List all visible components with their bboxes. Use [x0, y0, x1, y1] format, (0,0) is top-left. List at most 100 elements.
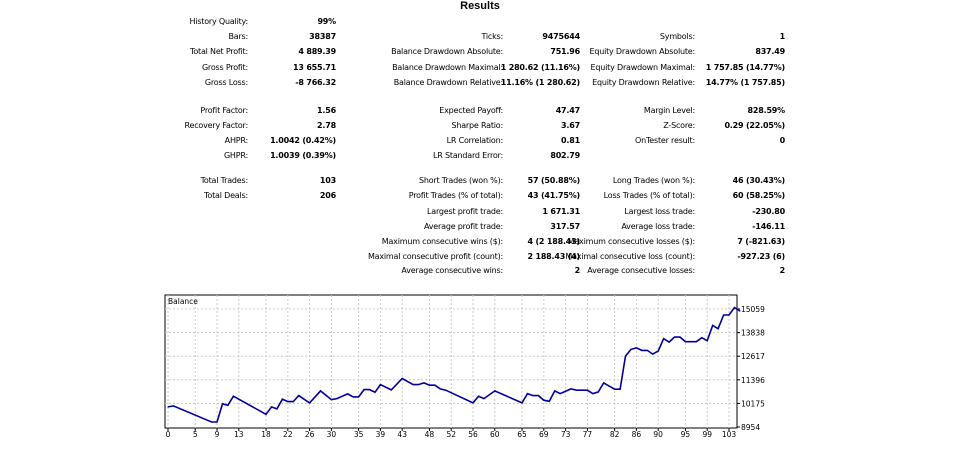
stat-label: Short Trades (won %):	[418, 176, 503, 185]
balance-point	[624, 355, 627, 357]
balance-point	[646, 349, 648, 352]
x-tick-label: 103	[722, 430, 737, 439]
balance-point	[352, 396, 354, 398]
balance-point	[679, 336, 681, 338]
stat-value: 47.47	[555, 106, 581, 115]
balance-point	[668, 341, 670, 343]
x-tick-label: 22	[283, 430, 293, 439]
stat-label: Average consecutive losses:	[587, 266, 695, 275]
stat-label: Sharpe Ratio:	[451, 121, 503, 130]
balance-point	[570, 388, 572, 390]
stat-value: 11.16% (1 280.62)	[500, 78, 580, 87]
balance-point	[657, 350, 659, 352]
balance-point	[210, 421, 213, 423]
x-tick-label: 99	[702, 430, 712, 439]
stat-value: 2 188.43 (4)	[527, 252, 581, 261]
stat-value: -8 766.32	[295, 78, 336, 87]
stat-value: 1 757.85 (14.77%)	[705, 63, 785, 72]
balance-point	[728, 314, 730, 316]
balance-point	[673, 336, 676, 338]
stat-value: 1	[779, 32, 786, 41]
balance-point	[630, 348, 632, 351]
balance-point	[483, 397, 485, 400]
stat-label: Average loss trade:	[621, 222, 695, 231]
stat-label: Balance Drawdown Absolute:	[391, 47, 503, 56]
balance-point	[265, 413, 267, 415]
results-title: Results	[460, 0, 500, 12]
balance-point	[701, 337, 703, 339]
balance-point	[434, 384, 436, 386]
balance-point	[477, 395, 480, 397]
stat-value: 2	[574, 266, 581, 275]
balance-point	[330, 398, 332, 401]
balance-point	[281, 398, 283, 400]
x-tick-label: 18	[261, 430, 271, 439]
balance-point	[592, 392, 594, 395]
balance-point	[401, 377, 403, 380]
x-tick-label: 77	[583, 430, 593, 439]
balance-point	[172, 405, 175, 407]
balance-point	[635, 347, 638, 349]
stat-label: Total Trades:	[200, 176, 249, 185]
balance-point	[526, 392, 529, 395]
stat-value: 1.56	[317, 106, 336, 115]
balance-point	[363, 388, 365, 391]
x-tick-label: 0	[166, 430, 171, 439]
stat-value: 1 671.31	[542, 207, 580, 216]
stat-value: 46 (30.43%)	[732, 176, 786, 185]
balance-point	[641, 349, 643, 352]
balance-point	[270, 406, 273, 408]
stat-label: Recovery Factor:	[184, 121, 249, 130]
x-tick-label: 86	[632, 430, 642, 439]
chart-frame	[164, 294, 738, 429]
balance-point	[319, 390, 322, 392]
y-tick-label: 8954	[741, 423, 760, 432]
balance-point	[652, 353, 654, 355]
stat-value: 9475644	[542, 32, 580, 41]
stat-value: 57 (50.88%)	[527, 176, 581, 185]
x-tick-label: 9	[215, 430, 220, 439]
balance-point	[663, 338, 665, 340]
stat-value: 99%	[317, 17, 336, 26]
stat-value: 0.81	[561, 136, 580, 145]
stat-value: -146.11	[752, 222, 785, 231]
stat-label: Average consecutive wins:	[401, 266, 503, 275]
stat-value: 2	[779, 266, 786, 275]
stat-value: -927.23 (6)	[737, 252, 785, 261]
stat-label: Equity Drawdown Absolute:	[589, 47, 695, 56]
stat-label: Total Net Profit:	[190, 47, 248, 56]
y-tick-label: 13838	[741, 329, 765, 338]
stat-label: Margin Level:	[643, 106, 695, 115]
stat-value: 751.96	[550, 47, 580, 56]
balance-point	[287, 400, 289, 403]
stat-label: Balance Drawdown Relative:	[393, 78, 503, 87]
balance-point	[614, 388, 616, 390]
x-tick-label: 65	[517, 430, 527, 439]
stat-value: 206	[319, 191, 336, 200]
stat-label: Equity Drawdown Relative:	[592, 78, 695, 87]
stat-value: 3.67	[561, 121, 580, 130]
stat-value: 802.79	[550, 151, 580, 160]
balance-point	[232, 395, 234, 397]
balance-point	[712, 324, 714, 326]
balance-point	[439, 388, 441, 390]
balance-point	[412, 383, 414, 386]
stat-label: Total Deals:	[204, 191, 248, 200]
x-tick-label: 39	[376, 430, 386, 439]
stat-value: 14.77% (1 757.85)	[705, 78, 785, 87]
x-tick-label: 48	[425, 430, 435, 439]
balance-point	[216, 421, 218, 423]
balance-point	[227, 404, 229, 406]
stat-value: 1.0039 (0.39%)	[270, 151, 336, 160]
stat-label: Equity Drawdown Maximal:	[590, 63, 696, 72]
stat-label: Expected Payoff:	[439, 106, 503, 115]
stat-value: 60 (58.25%)	[732, 191, 786, 200]
stat-label: Bars:	[228, 32, 248, 41]
balance-point	[390, 389, 392, 391]
balance-point	[423, 382, 425, 384]
stat-label: Maximum consecutive wins ($):	[381, 237, 503, 246]
balance-point	[521, 402, 523, 404]
x-tick-label: 5	[193, 430, 198, 439]
